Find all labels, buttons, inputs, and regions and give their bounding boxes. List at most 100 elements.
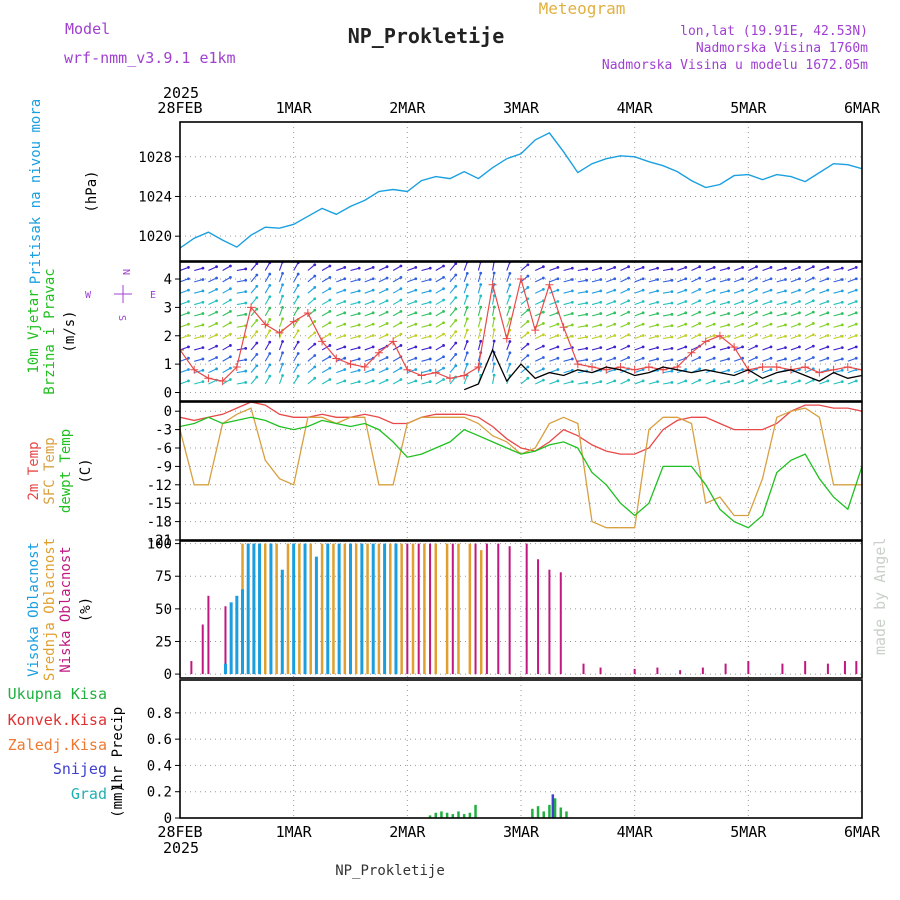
wind-arrow [662, 336, 673, 340]
wind-arrow [847, 278, 857, 283]
wind-arrow [307, 321, 316, 328]
wind-arrow [421, 369, 431, 374]
wind-arrow-head [281, 317, 284, 321]
wind-arrow [477, 262, 482, 271]
wind-arrow [180, 369, 189, 374]
wind-arrow-head [442, 275, 445, 279]
wind-arrow [293, 341, 299, 351]
y-axis-label: Visoka Oblacnost [26, 542, 42, 677]
wind-arrow-head [769, 266, 773, 269]
y-tick-label: 100 [147, 537, 172, 553]
low-cloud-bar [224, 606, 227, 675]
wind-arrow [278, 352, 284, 362]
wind-arrow [364, 380, 374, 385]
wind-arrow [577, 347, 587, 351]
wind-arrow-head [428, 278, 432, 281]
wind-arrow [449, 263, 457, 271]
wind-arrow [364, 334, 374, 340]
wind-arrow [549, 312, 559, 317]
wind-arrow [278, 262, 284, 271]
wind-arrow [407, 357, 416, 362]
plot-area-pressure [180, 132, 862, 249]
wind-arrow-head [492, 328, 496, 332]
wind-arrow-head [755, 356, 758, 359]
panel-cloud: 0 25 50 75 100 [147, 537, 863, 683]
wind-arrow-head [508, 271, 512, 275]
mid-cloud-bar [275, 543, 278, 675]
y-tick-label: 2 [164, 329, 172, 345]
wind-arrow [634, 289, 644, 294]
wind-arrow [278, 284, 284, 294]
precip-bar [536, 806, 540, 818]
wind-arrow [250, 308, 258, 317]
y-axis-label: 10m Vjetar [26, 289, 42, 373]
wind-speed-marker [232, 362, 241, 371]
wind-arrow [194, 301, 204, 306]
wind-arrow-head [268, 284, 272, 287]
wind-arrow-head [784, 312, 787, 315]
wind-arrow-head [187, 379, 190, 383]
wind-arrow-head [798, 334, 801, 337]
high-cloud-bar [314, 556, 318, 675]
y-tick-label: -21 [147, 533, 172, 549]
wind-arrow [662, 268, 673, 272]
wind-arrow [662, 370, 673, 374]
wind-arrow [236, 325, 246, 328]
high-cloud-bar [337, 543, 341, 675]
wind-arrow [662, 313, 673, 317]
wind-arrow-head [599, 380, 603, 384]
wind-arrow [293, 296, 299, 305]
wind-arrow-head [755, 276, 758, 280]
wind-arrow-head [357, 266, 361, 270]
wind-arrow [208, 379, 217, 385]
wind-arrow [549, 266, 559, 272]
wind-arrow [861, 315, 862, 316]
wind-arrow [222, 299, 231, 306]
wind-arrow [293, 375, 299, 385]
wind-arrow-head [399, 378, 403, 381]
wind-arrow [350, 324, 360, 328]
wind-arrow [250, 331, 258, 339]
wind-arrow-head [187, 322, 190, 326]
y-tick-label: 1024 [138, 189, 172, 205]
wind-arrow [307, 298, 316, 305]
wind-arrow-head [526, 376, 530, 380]
y-tick-label: -3 [155, 423, 172, 439]
low-cloud-bar [207, 595, 210, 675]
wind-arrow [577, 279, 587, 283]
x-tick-label-top: 1MAR [276, 99, 313, 117]
wind-arrow [378, 379, 388, 385]
wind-arrow [677, 278, 686, 283]
wind-arrow-head [454, 364, 458, 368]
low-cloud-bar [599, 667, 602, 675]
wind-arrow [591, 278, 601, 283]
wind-arrow-head [244, 312, 248, 316]
wind-arrow [449, 342, 457, 351]
panel-frame [179, 679, 863, 819]
legend-frozen: Zaledj.Kisa [8, 736, 107, 754]
wind-speed-marker [858, 365, 862, 374]
panel-precip: 0 0.2 0.4 0.6 0.8 [147, 679, 863, 827]
wind-arrow [606, 357, 615, 362]
high-cloud-bar [326, 543, 330, 675]
y-axis-label: dewpt Temp [58, 429, 74, 513]
wind-arrow [194, 278, 204, 283]
wind-arrow-head [357, 289, 361, 293]
wind-arrow [549, 323, 559, 328]
wind-arrow-head [712, 345, 716, 349]
wind-arrow [194, 381, 204, 385]
mid-cloud-bar [298, 543, 301, 675]
wind-arrow-head [281, 294, 284, 298]
wind-arrow [563, 290, 573, 294]
wind-arrow-head [585, 278, 589, 282]
wind-arrow [449, 308, 457, 317]
precip-bar [445, 812, 449, 818]
y-axis-label: Brzina i Pravac [42, 268, 58, 394]
app-title: Meteogram [539, 0, 626, 18]
wind-arrow-head [755, 322, 758, 325]
wind-arrow-head [479, 305, 483, 309]
wind-arrow-head [599, 346, 603, 350]
wind-arrow [293, 353, 299, 362]
wind-arrow-head [281, 340, 284, 343]
wind-arrow-head [428, 300, 432, 304]
